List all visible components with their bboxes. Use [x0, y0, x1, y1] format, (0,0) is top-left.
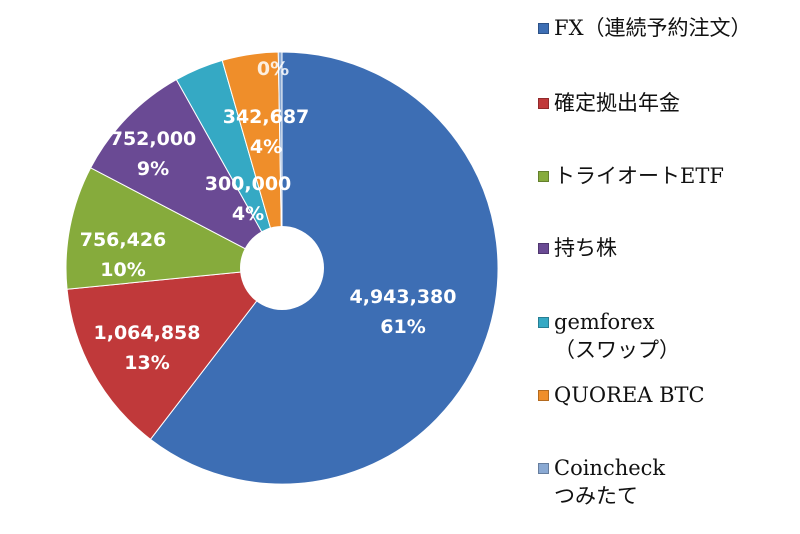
pie-slice-2 — [66, 267, 284, 441]
donut-hole — [240, 226, 324, 310]
slice-value-label: 4,943,380 — [350, 286, 457, 308]
legend-label: QUOREA BTC — [554, 383, 705, 407]
slice-label-2: 1,064,858 13% — [94, 322, 201, 374]
pie-slice-7 — [277, 51, 283, 269]
slice-percent-label: 0% — [257, 58, 289, 80]
legend-item-5: gemforex （スワップ） — [538, 308, 680, 364]
legend-swatch — [538, 463, 549, 474]
legend-swatch — [538, 317, 549, 328]
legend-item-4: 持ち株 — [538, 234, 617, 262]
slice-label-6: 342,687 4% — [223, 106, 310, 158]
slices-layer — [65, 51, 499, 485]
slice-percent-label: 13% — [124, 352, 169, 374]
legend-swatch — [538, 390, 549, 401]
legend-item-3: トライオートETF — [538, 162, 724, 190]
slice-percent-label: 4% — [232, 203, 264, 225]
legend-label: トライオートETF — [554, 164, 724, 188]
legend-swatch — [538, 171, 549, 182]
slice-label-7: 22,398 0% — [236, 28, 309, 80]
legend-label: 確定拠出年金 — [554, 91, 680, 115]
slice-label-4: 752,000 9% — [110, 128, 197, 180]
slice-value-label: 342,687 — [223, 106, 310, 128]
legend-swatch — [538, 243, 549, 254]
slice-value-label: 22,398 — [236, 28, 309, 50]
slice-value-label: 756,426 — [80, 229, 167, 251]
legend-label: gemforex （スワップ） — [554, 310, 680, 362]
slice-label-3: 756,426 10% — [80, 229, 167, 281]
legend-item-2: 確定拠出年金 — [538, 89, 680, 117]
legend-label: 持ち株 — [554, 236, 617, 260]
legend-swatch — [538, 23, 549, 34]
pie-slice-4 — [89, 78, 284, 270]
legend-item-7: Coincheck つみたて — [538, 454, 665, 510]
slice-percent-label: 61% — [380, 316, 425, 338]
slice-value-label: 752,000 — [110, 128, 197, 150]
slice-percent-label: 10% — [100, 259, 145, 281]
slice-label-5: 300,000 4% — [205, 173, 292, 225]
legend-item-6: QUOREA BTC — [538, 381, 705, 409]
pie-slice-3 — [65, 167, 284, 290]
legend-swatch — [538, 98, 549, 109]
slice-label-1: 4,943,380 61% — [350, 286, 457, 338]
legend: FX（連続予約注文） 確定拠出年金トライオートETF 持ち株 gemforex （スワ… — [538, 0, 800, 534]
slice-value-label: 300,000 — [205, 173, 292, 195]
slice-percent-label: 9% — [137, 158, 169, 180]
legend-item-1: FX（連続予約注文） — [538, 14, 752, 42]
pie-slice-1 — [149, 51, 499, 485]
data-labels-layer: 4,943,380 61% 1,064,858 13% 756,426 10% 752,00… — [80, 28, 457, 374]
slice-value-label: 1,064,858 — [94, 322, 201, 344]
legend-label: FX（連続予約注文） — [554, 16, 752, 40]
legend-label: Coincheck つみたて — [554, 456, 666, 508]
slice-percent-label: 4% — [250, 136, 282, 158]
